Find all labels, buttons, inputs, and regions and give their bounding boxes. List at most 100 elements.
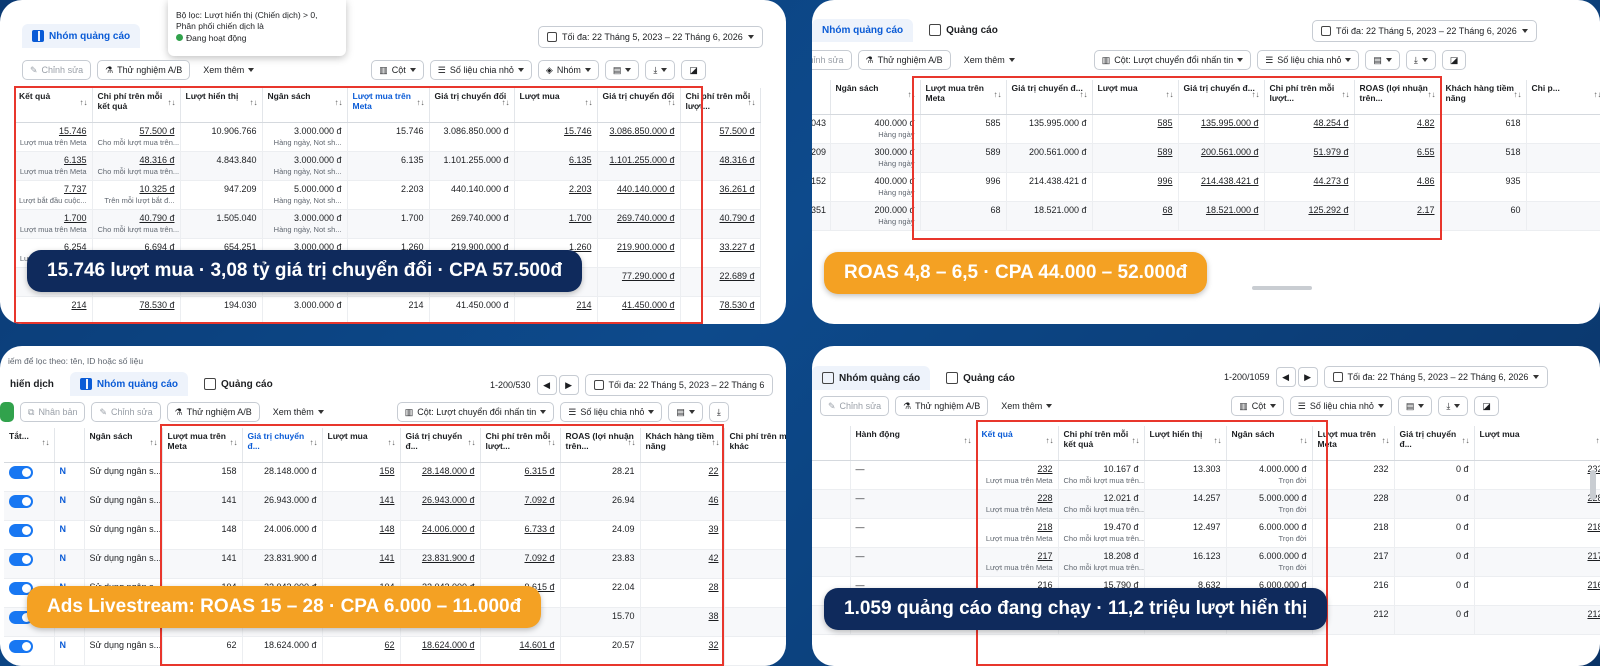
columns-button[interactable]: ▥ Cột: [371, 60, 424, 80]
table-cell[interactable]: 219.900.000 đ: [597, 238, 681, 268]
more-button[interactable]: Xem thêm: [196, 60, 261, 80]
sort-icon[interactable]: ↑↓: [1299, 436, 1308, 445]
table-row[interactable]: 043 400.000 đ Hàng ngày 585 135.995.000 đ 585…: [812, 114, 1600, 144]
sort-icon[interactable]: ↑↓: [1079, 90, 1088, 99]
column-header[interactable]: Kết quả ↑↓: [976, 426, 1059, 461]
sort-icon[interactable]: ↑↓: [229, 438, 238, 447]
more-button[interactable]: Xem thêm: [957, 50, 1022, 70]
column-header[interactable]: Giá trị chuyển đ... ↑↓: [400, 428, 481, 463]
column-header[interactable]: Lượt mua trên Meta ↑↓: [162, 428, 243, 463]
chart-button[interactable]: ◪: [1441, 50, 1467, 70]
date-range-picker[interactable]: Tối đa: 22 Tháng 5, 2023 – 22 Tháng 6: [584, 374, 774, 396]
table-row[interactable]: N Sử dụng ngân s... 148 24.006.000 đ 148 24.0…: [4, 520, 786, 550]
tab-adgroup[interactable]: Nhóm quảng cáo: [812, 366, 931, 390]
column-header[interactable]: Kết quả ↑↓: [14, 88, 93, 123]
sort-icon[interactable]: ↑↓: [79, 98, 88, 107]
table-cell[interactable]: 15.746 Lượt mua trên Meta: [14, 122, 93, 152]
table-row[interactable]: —218 Lượt mua trên Meta 19.470 đ Cho mỗi lư…: [812, 518, 1600, 548]
table-row[interactable]: N Sử dụng ngân s... 158 28.148.000 đ 158 28.1…: [4, 462, 786, 492]
table-cell[interactable]: 232 Lượt mua trên Meta: [976, 460, 1059, 490]
edit-button[interactable]: ✎ Chỉnh sửa: [22, 60, 92, 80]
sort-icon[interactable]: ↑↓: [747, 98, 756, 107]
pager[interactable]: ◀ ▶: [1275, 367, 1318, 387]
column-header[interactable]: Khách hàng tiềm năng ↑↓: [640, 428, 725, 463]
sort-icon[interactable]: ↑↓: [963, 436, 972, 445]
prev-icon[interactable]: ◀: [536, 375, 557, 395]
table-cell[interactable]: 1.700: [514, 209, 598, 239]
report-button[interactable]: ▤: [1365, 50, 1400, 70]
column-header[interactable]: Lượt mua trên Meta ↑↓: [347, 88, 430, 123]
report-button[interactable]: ▤: [604, 60, 640, 80]
more-button[interactable]: Xem thêm: [266, 402, 331, 422]
column-header[interactable]: Giá trị chuyển đ... ↑↓: [1178, 80, 1265, 115]
sort-icon[interactable]: ↑↓: [334, 98, 343, 107]
sort-icon[interactable]: ↑↓: [1165, 90, 1174, 99]
sort-icon[interactable]: ↑↓: [1341, 90, 1350, 99]
next-icon[interactable]: ▶: [558, 375, 579, 395]
table-cell[interactable]: 217 Lượt mua trên Meta: [976, 547, 1059, 577]
table-row[interactable]: 209 300.000 đ Hàng ngày 589 200.561.000 đ 589…: [812, 143, 1600, 173]
column-header[interactable]: Lượt hiển thị ↑↓: [1144, 426, 1227, 461]
date-range-picker[interactable]: Tối đa: 22 Tháng 5, 2023 – 22 Tháng 6, 2…: [1312, 20, 1537, 42]
column-header[interactable]: Chi phí trên mỗi lượt... ↑↓: [480, 428, 561, 463]
tab-adgroup[interactable]: Nhóm quảng cáo: [812, 18, 914, 42]
column-header[interactable]: Lượt mua ↑↓: [322, 428, 401, 463]
table-cell[interactable]: 1.101.255.000 đ: [597, 151, 681, 181]
ab-test-button[interactable]: ⚗ Thử nghiệm A/B: [895, 396, 989, 416]
create-button[interactable]: [0, 402, 14, 422]
column-header[interactable]: Hành động ↑↓: [850, 426, 977, 461]
column-header[interactable]: [812, 426, 851, 461]
column-header[interactable]: Lượt mua trên Meta ↑↓: [1312, 426, 1395, 461]
edit-button[interactable]: ✎ Chỉnh sửa: [91, 402, 161, 422]
edit-button[interactable]: Chỉnh sửa: [812, 50, 852, 70]
chart-button[interactable]: ◪: [1474, 396, 1499, 416]
column-header[interactable]: Ngân sách ↑↓: [830, 80, 921, 115]
column-header[interactable]: Chi phí trên mỗi kết quả ↑↓: [1058, 426, 1145, 461]
sort-icon[interactable]: ↑↓: [416, 98, 425, 107]
table-cell[interactable]: 218 Lượt mua trên Meta: [976, 518, 1059, 548]
sort-icon[interactable]: ↑↓: [167, 98, 176, 107]
sort-icon[interactable]: ↑↓: [1513, 90, 1522, 99]
table-cell[interactable]: 15.746: [514, 122, 598, 152]
toggle-cell[interactable]: [4, 549, 55, 579]
toggle-cell[interactable]: [4, 520, 55, 550]
ab-test-button[interactable]: ⚗ Thử nghiệm A/B: [97, 60, 191, 80]
tab-ads[interactable]: Quảng cáo: [194, 372, 283, 396]
sort-icon[interactable]: ↑↓: [387, 438, 396, 447]
export-button[interactable]: ⤓: [645, 60, 676, 80]
table-cell[interactable]: 440.140.000 đ: [597, 180, 681, 210]
pager[interactable]: ◀ ▶: [536, 375, 579, 395]
table-row[interactable]: N Sử dụng ngân s... 62 18.624.000 đ 62 18.624…: [4, 636, 786, 666]
columns-button[interactable]: ▥ Cột: Lượt chuyển đổi nhấn tin: [396, 402, 555, 422]
more-button[interactable]: Xem thêm: [994, 396, 1059, 416]
tab-campaign[interactable]: hiến dịch: [10, 378, 54, 390]
ab-test-button[interactable]: ⚗ Thử nghiệm A/B: [857, 50, 951, 70]
sort-icon[interactable]: ↑↓: [907, 90, 916, 99]
sort-icon[interactable]: ↑↓: [1251, 90, 1260, 99]
breakdown-button[interactable]: ☰ Số liệu chia nhỏ: [560, 402, 663, 422]
prev-icon[interactable]: ◀: [1275, 367, 1296, 387]
table-row[interactable]: 7.737 Lượt bắt đầu cuộc... 10.325 đ Trên mỗ…: [14, 180, 761, 210]
breakdown-button[interactable]: ☰ Số liệu chia nhỏ: [1289, 396, 1392, 416]
table-row[interactable]: 214 78.530 đ 194.030 3.000.000 đ 214 41.450.0…: [14, 296, 761, 324]
sort-icon[interactable]: ↑↓: [1427, 90, 1436, 99]
sort-icon[interactable]: ↑↓: [41, 438, 50, 447]
date-range-picker[interactable]: Tối đa: 22 Tháng 5, 2023 – 22 Tháng 6, 2…: [1323, 366, 1549, 388]
column-header[interactable]: Chi phí trên mỗi kết quả ↑↓: [92, 88, 181, 123]
table-cell[interactable]: 228 Lượt mua trên Meta: [976, 489, 1059, 519]
table-cell[interactable]: 2.203: [514, 180, 598, 210]
sort-icon[interactable]: ↑↓: [249, 98, 258, 107]
breakdown-button[interactable]: ☰ Số liệu chia nhỏ: [429, 60, 532, 80]
sort-icon[interactable]: ↑↓: [309, 438, 318, 447]
column-header[interactable]: Lượt mua ↑↓: [514, 88, 598, 123]
sort-icon[interactable]: ↑↓: [547, 438, 556, 447]
table-cell[interactable]: 77.290.000 đ: [597, 267, 681, 297]
report-button[interactable]: ▤: [668, 402, 703, 422]
table-cell[interactable]: 1.700 Lượt mua trên Meta: [14, 209, 93, 239]
export-button[interactable]: ⤓: [708, 402, 729, 422]
column-header[interactable]: Chi p... ↑↓: [1526, 80, 1600, 115]
sort-icon[interactable]: ↑↓: [1045, 436, 1054, 445]
table-row[interactable]: —217 Lượt mua trên Meta 18.208 đ Cho mỗi lư…: [812, 547, 1600, 577]
sort-icon[interactable]: ↑↓: [1461, 436, 1470, 445]
column-header[interactable]: Lượt mua ↑↓: [1092, 80, 1179, 115]
